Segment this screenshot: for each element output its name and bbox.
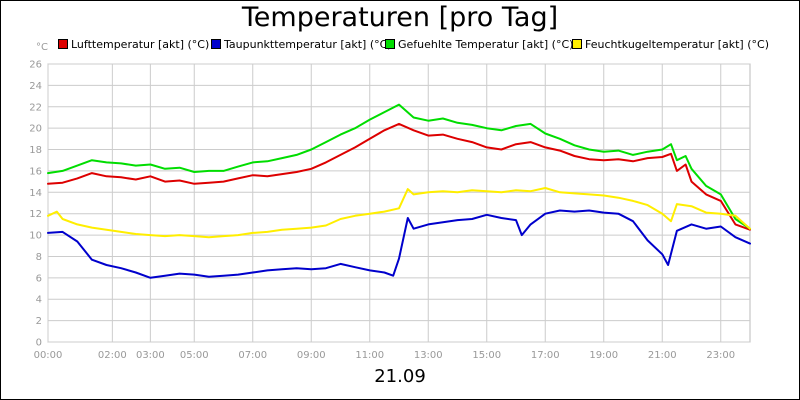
plot-area [47, 63, 751, 343]
y-tick-label: 14 [29, 188, 42, 199]
legend-item-lufttemperatur: Lufttemperatur [akt] (°C) [58, 38, 209, 52]
x-tick-label: 02:00 [98, 350, 127, 361]
x-tick-label: 21:00 [648, 350, 677, 361]
y-tick-label: 8 [36, 252, 42, 263]
chart-title: Temperaturen [pro Tag] [241, 2, 559, 33]
legend-swatch-blue [211, 39, 221, 49]
legend-label: Taupunkttemperatur [akt] (°C) [224, 38, 392, 51]
y-tick-label: 12 [29, 209, 42, 220]
y-tick-label: 24 [29, 81, 42, 92]
y-tick-label: 18 [29, 145, 42, 156]
legend-label: Lufttemperatur [akt] (°C) [71, 38, 210, 51]
x-tick-label: 03:00 [136, 350, 165, 361]
x-tick-label: 00:00 [34, 350, 63, 361]
date-label: 21.09 [374, 366, 426, 387]
y-tick-label: 22 [29, 102, 42, 113]
series-lines [47, 103, 751, 279]
legend-item-gefuehlte-temperatur: Gefuehlte Temperatur [akt] (°C) [385, 38, 573, 52]
series-line-0 [47, 122, 751, 231]
x-tick-label: 15:00 [472, 350, 501, 361]
y-tick-label: 10 [29, 231, 42, 242]
legend-item-taupunkttemperatur: Taupunkttemperatur [akt] (°C) [211, 38, 392, 52]
series-line-1 [47, 209, 751, 279]
x-tick-label: 07:00 [238, 350, 267, 361]
legend-swatch-green [385, 39, 395, 49]
legend-label: Feuchtkugeltemperatur [akt] (°C) [585, 38, 769, 51]
x-tick-label: 19:00 [589, 350, 618, 361]
x-tick-label: 09:00 [297, 350, 326, 361]
y-tick-label: 20 [29, 124, 42, 135]
x-tick-label: 05:00 [180, 350, 209, 361]
legend-swatch-red [58, 39, 68, 49]
y-tick-label: 6 [36, 273, 42, 284]
x-axis: 00:00 02:00 03:00 05:00 07:00 09:00 11:00 13:00… [34, 350, 736, 361]
x-tick-label: 17:00 [531, 350, 560, 361]
series-line-3 [47, 187, 751, 239]
legend-swatch-yellow [572, 39, 582, 49]
x-tick-label: 11:00 [355, 350, 384, 361]
y-unit-label: °C [36, 42, 48, 53]
y-tick-label: 16 [29, 166, 42, 177]
grid [47, 63, 750, 343]
y-tick-label: 0 [36, 338, 42, 349]
legend-item-feuchtkugeltemperatur: Feuchtkugeltemperatur [akt] (°C) [572, 38, 769, 52]
y-tick-label: 4 [36, 295, 42, 306]
x-tick-label: 23:00 [706, 350, 735, 361]
y-tick-label: 26 [29, 60, 42, 71]
y-tick-label: 2 [36, 316, 42, 327]
x-tick-label: 13:00 [414, 350, 443, 361]
series-line-2 [47, 103, 751, 230]
legend-label: Gefuehlte Temperatur [akt] (°C) [398, 38, 574, 51]
